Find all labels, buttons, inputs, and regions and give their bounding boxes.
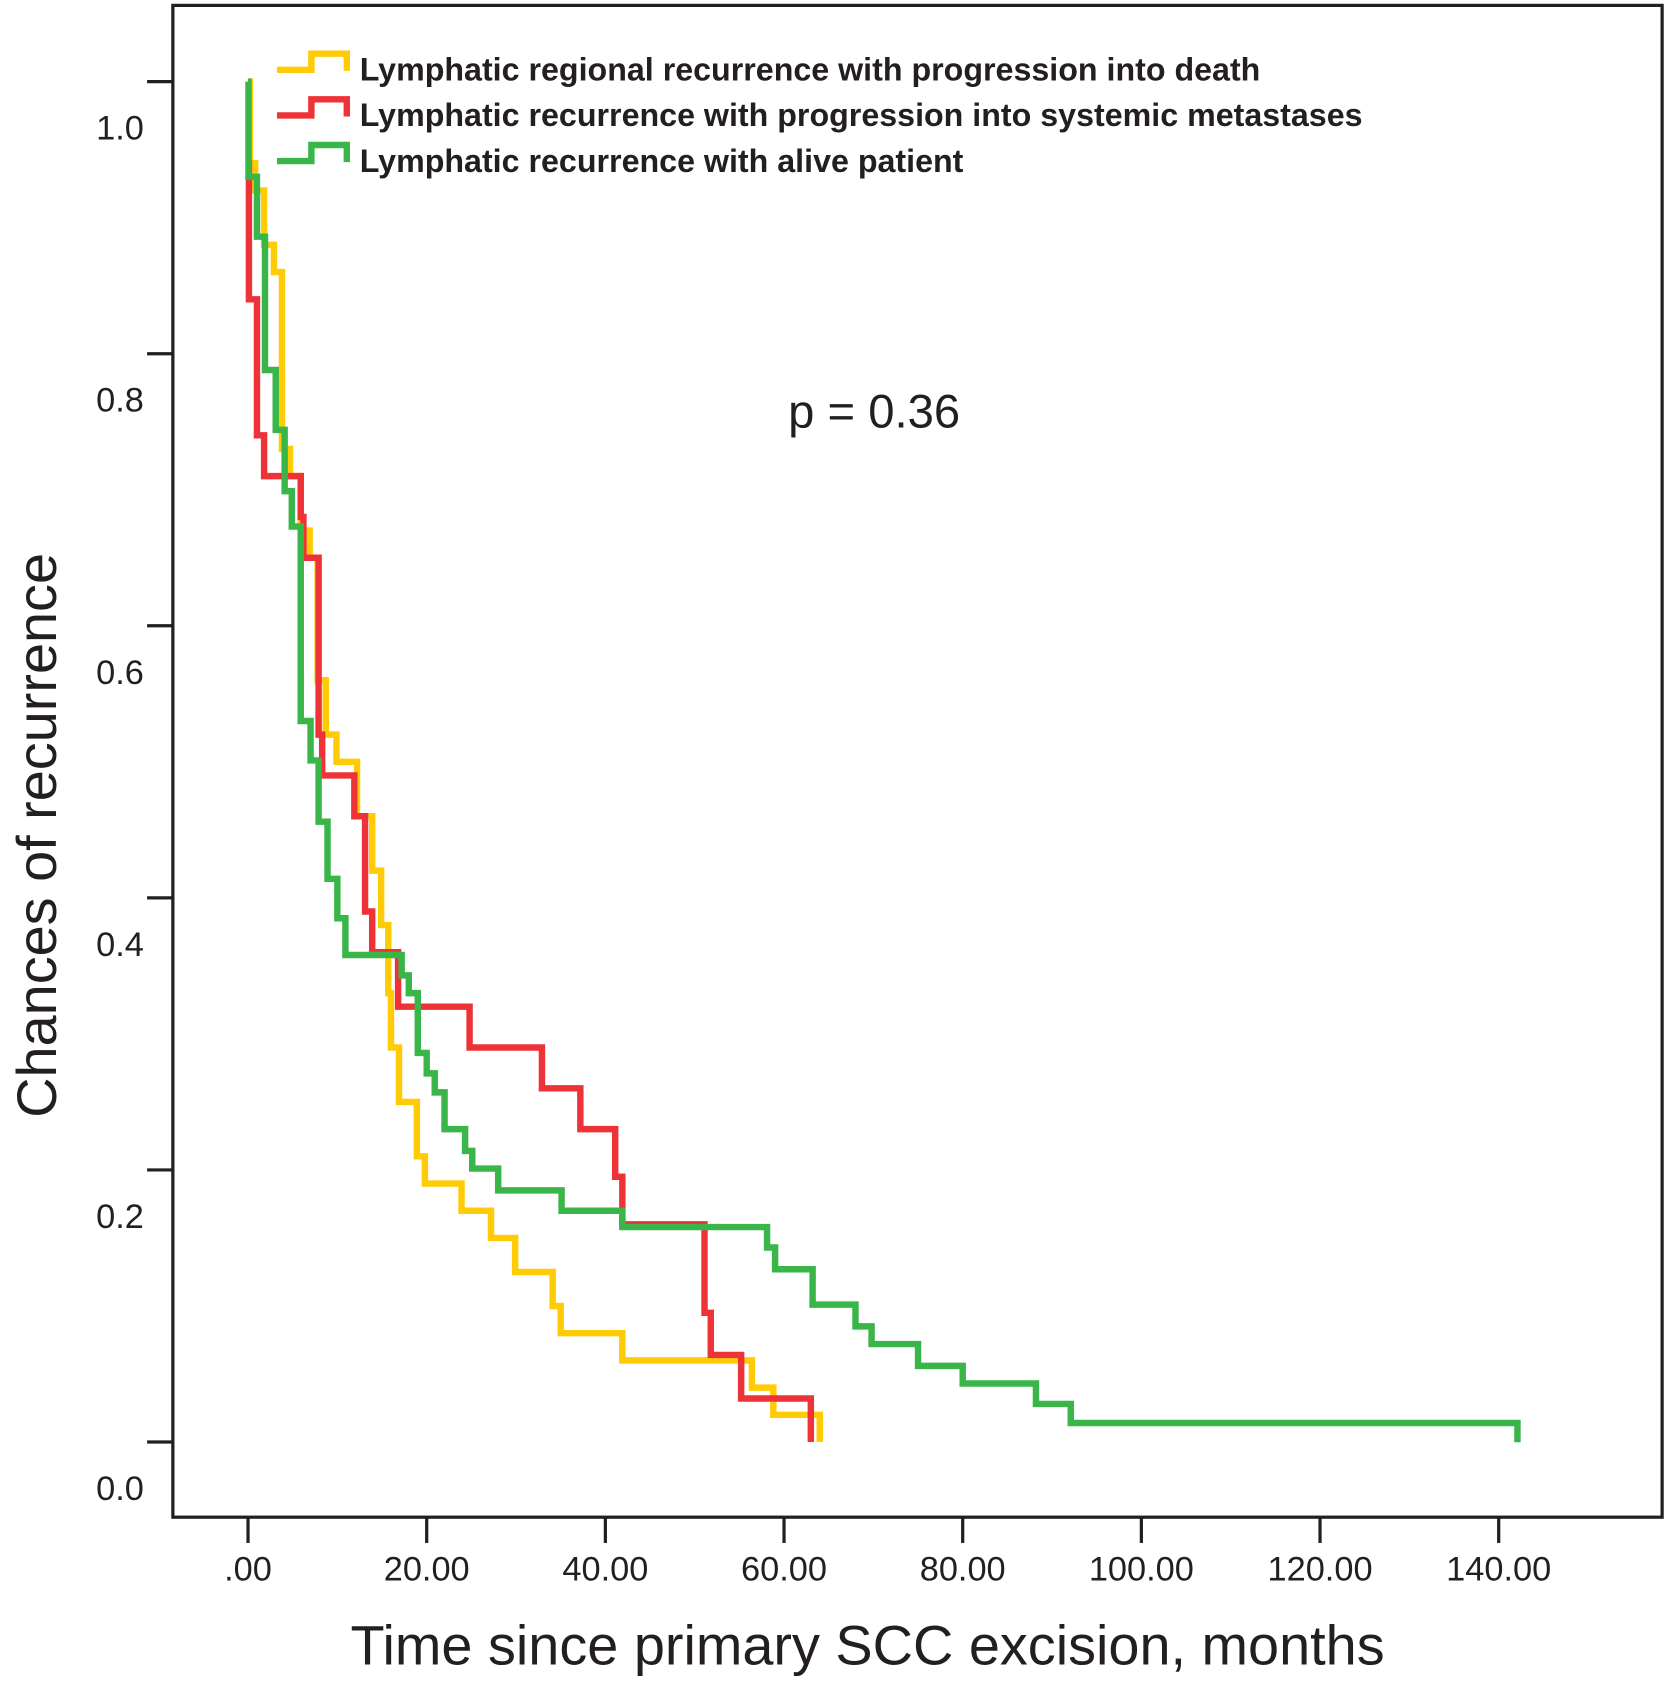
p-value-annotation: p = 0.36 bbox=[788, 385, 960, 438]
y-tick-label: 1.0 bbox=[96, 110, 144, 148]
y-axis: 0.0 0.2 0.4 0.6 0.8 1.0 bbox=[96, 80, 173, 1508]
x-tick-label: 20.00 bbox=[384, 1551, 470, 1589]
legend: Lymphatic regional recurrence with progr… bbox=[277, 50, 1363, 179]
legend-label-3: Lymphatic recurrence with alive patient bbox=[360, 143, 964, 179]
x-tick-label: 140.00 bbox=[1446, 1551, 1551, 1589]
legend-swatch-3 bbox=[277, 141, 351, 165]
legend-label-2: Lymphatic recurrence with progression in… bbox=[360, 97, 1363, 133]
y-tick-label: 0.8 bbox=[96, 382, 144, 420]
y-tick-label: 0.4 bbox=[96, 926, 144, 964]
x-tick-label: 60.00 bbox=[741, 1551, 827, 1589]
y-axis-label: Chances of recurrence bbox=[5, 553, 68, 1118]
legend-label-1: Lymphatic regional recurrence with progr… bbox=[360, 52, 1261, 88]
x-tick-label: 120.00 bbox=[1268, 1551, 1373, 1589]
x-tick-label: 40.00 bbox=[562, 1551, 648, 1589]
survival-curves bbox=[245, 78, 1521, 1443]
legend-swatch-2 bbox=[277, 96, 351, 119]
y-tick-label: 0.0 bbox=[96, 1470, 144, 1508]
x-axis-label: Time since primary SCC excision, months bbox=[350, 1613, 1384, 1676]
plot-frame bbox=[171, 3, 1664, 1519]
series-line-3 bbox=[245, 78, 1521, 1443]
x-tick-label: 100.00 bbox=[1089, 1551, 1194, 1589]
series-line-1 bbox=[246, 78, 823, 1443]
x-tick-label: .00 bbox=[224, 1551, 272, 1589]
x-tick-label: 80.00 bbox=[920, 1551, 1006, 1589]
legend-swatch-1 bbox=[277, 50, 351, 74]
y-tick-label: 0.2 bbox=[96, 1198, 144, 1236]
x-axis: .00 20.00 40.00 60.00 80.00 100.00 120.00 140.0… bbox=[224, 1517, 1551, 1589]
series-line-2 bbox=[245, 160, 815, 1443]
y-tick-label: 0.6 bbox=[96, 654, 144, 692]
